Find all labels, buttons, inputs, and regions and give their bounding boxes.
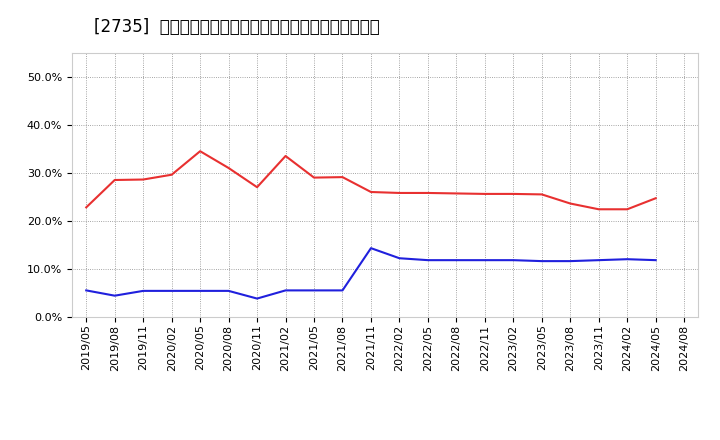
現預金 [595,207,603,212]
Text: [2735]  現預金、有利子負債の総資産に対する比率の推移: [2735] 現預金、有利子負債の総資産に対する比率の推移 [94,18,379,36]
現預金 [623,207,631,212]
現預金 [196,149,204,154]
有利子負債 [395,256,404,261]
有利子負債 [423,257,432,263]
現預金 [395,191,404,196]
現預金 [652,196,660,201]
有利子負債 [110,293,119,298]
現預金 [452,191,461,196]
有利子負債 [509,257,518,263]
有利子負債 [595,257,603,263]
有利子負債 [537,258,546,264]
現預金 [282,154,290,159]
有利子負債 [310,288,318,293]
Line: 現預金: 現預金 [86,151,656,209]
現預金 [366,189,375,194]
有利子負債 [652,257,660,263]
有利子負債 [338,288,347,293]
現預金 [253,184,261,190]
現預金 [509,191,518,197]
有利子負債 [452,257,461,263]
有利子負債 [623,257,631,262]
Line: 有利子負債: 有利子負債 [86,248,656,299]
有利子負債 [167,288,176,293]
現預金 [537,192,546,197]
現預金 [82,205,91,210]
有利子負債 [139,288,148,293]
有利子負債 [282,288,290,293]
現預金 [310,175,318,180]
有利子負債 [196,288,204,293]
現預金 [423,191,432,196]
有利子負債 [480,257,489,263]
現預金 [338,175,347,180]
有利子負債 [566,258,575,264]
有利子負債 [225,288,233,293]
現預金 [480,191,489,197]
有利子負債 [82,288,91,293]
現預金 [110,177,119,183]
現預金 [566,201,575,206]
現預金 [139,177,148,182]
現預金 [167,172,176,177]
有利子負債 [366,246,375,251]
有利子負債 [253,296,261,301]
現預金 [225,165,233,171]
